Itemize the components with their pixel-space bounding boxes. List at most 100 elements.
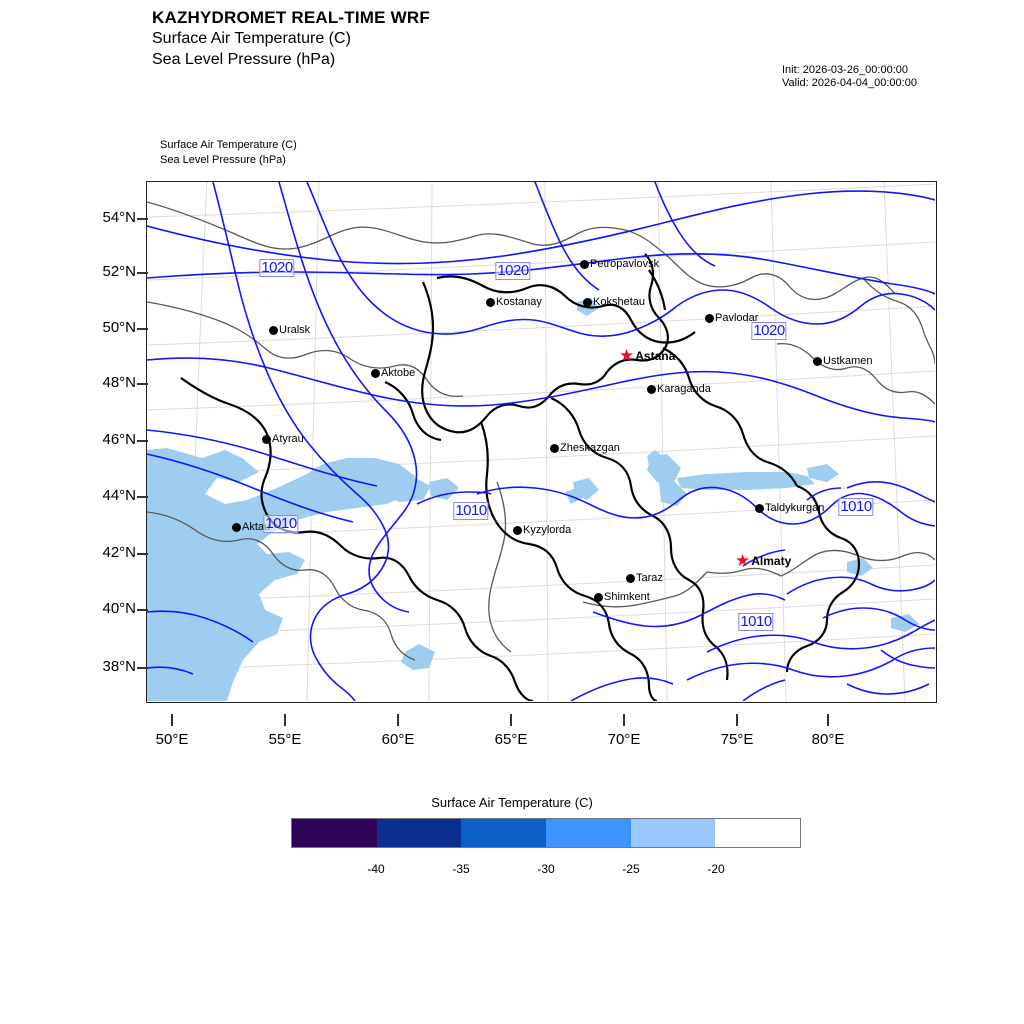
- valid-time-label: Valid: 2026-04-04_00:00:00: [782, 77, 917, 89]
- lat-tick-label: 52°N: [76, 263, 148, 280]
- city-dot-icon: [232, 523, 241, 532]
- city-label: Taraz: [636, 572, 663, 584]
- panel-caption-temp: Surface Air Temperature (C): [160, 139, 297, 151]
- city-marker: Shimkent: [594, 592, 650, 603]
- lat-tick-mark: [137, 440, 148, 442]
- city-marker: Taraz: [626, 573, 663, 584]
- lat-tick-label: 40°N: [76, 600, 148, 617]
- city-label: Karaganda: [657, 383, 711, 395]
- colorbar-tick: -35: [452, 862, 470, 876]
- city-label: Uralsk: [279, 324, 311, 336]
- city-dot-icon: [626, 574, 635, 583]
- city-marker: ★ Astana: [619, 347, 676, 364]
- lat-tick-label: 54°N: [76, 209, 148, 226]
- city-dot-icon: [647, 385, 656, 394]
- colorbar[interactable]: [291, 818, 801, 848]
- city-dot-icon: [371, 369, 380, 378]
- city-label: Ustkamen: [823, 355, 873, 367]
- colorbar-segment: [630, 819, 716, 847]
- colorbar-segment: [546, 819, 631, 847]
- city-marker: Pavlodar: [705, 313, 758, 324]
- isobar-contours: [147, 182, 935, 701]
- lat-tick-label: 44°N: [76, 487, 148, 504]
- lat-tick-label: 50°N: [76, 319, 148, 336]
- city-dot-icon: [580, 260, 589, 269]
- lat-tick-mark: [137, 383, 148, 385]
- city-marker: Kostanay: [486, 297, 542, 308]
- isobar-label: 1020: [751, 322, 787, 340]
- lon-tick-mark: [397, 714, 399, 726]
- lat-tick-label: 38°N: [76, 658, 148, 675]
- subtitle-press: Sea Level Pressure (hPa): [152, 51, 336, 68]
- isobar-label: 1020: [259, 259, 295, 277]
- city-label: Kostanay: [496, 296, 542, 308]
- city-marker: Ustkamen: [813, 356, 873, 367]
- city-label: Pavlodar: [715, 312, 759, 324]
- city-marker: Aktau: [232, 522, 270, 533]
- isobar-label: 1020: [495, 262, 531, 280]
- panel-caption: Surface Air Temperature (C) Sea Level Pr…: [160, 138, 297, 168]
- init-time-label: Init: 2026-03-26_00:00:00: [782, 64, 908, 76]
- city-dot-icon: [262, 435, 271, 444]
- colorbar-segment: [292, 819, 377, 847]
- colorbar-tick-labels: -40 -35 -30 -25 -20: [291, 862, 801, 878]
- city-dot-icon: [550, 444, 559, 453]
- model-run-times: Init: 2026-03-26_00:00:00 Valid: 2026-04…: [782, 64, 917, 90]
- lon-tick-label: 70°E: [589, 714, 659, 748]
- city-label: Aktau: [242, 521, 271, 533]
- city-dot-icon: [269, 326, 278, 335]
- title-block: KAZHYDROMET REAL-TIME WRF Surface Air Te…: [152, 8, 430, 70]
- colorbar-segment: [715, 819, 801, 847]
- lon-tick-mark: [827, 714, 829, 726]
- city-dot-icon: [486, 298, 495, 307]
- lat-tick-label: 48°N: [76, 374, 148, 391]
- city-dot-icon: [583, 298, 592, 307]
- lat-tick-mark: [137, 272, 148, 274]
- lat-tick-mark: [137, 328, 148, 330]
- colorbar-segment: [461, 819, 547, 847]
- lon-tick-mark: [623, 714, 625, 726]
- isobar-label: 1010: [738, 613, 774, 631]
- city-label: Kyzylorda: [523, 524, 572, 536]
- city-label: Shimkent: [604, 591, 650, 603]
- city-marker: Zheskazgan: [550, 443, 620, 454]
- city-label: Atyrau: [272, 433, 304, 445]
- lat-tick-label: 42°N: [76, 544, 148, 561]
- lon-tick-label: 75°E: [702, 714, 772, 748]
- city-label: Astana: [635, 348, 676, 363]
- lat-tick-mark: [137, 496, 148, 498]
- city-label: Aktobe: [381, 367, 416, 379]
- isobar-label: 1010: [263, 515, 299, 533]
- isobar-label: 1010: [453, 502, 489, 520]
- city-marker: Kyzylorda: [513, 525, 571, 536]
- lon-tick-label: 50°E: [137, 714, 207, 748]
- lon-tick-mark: [284, 714, 286, 726]
- capital-star-icon: ★: [735, 551, 751, 570]
- lon-tick-label: 55°E: [250, 714, 320, 748]
- city-marker: Uralsk: [269, 325, 310, 336]
- lat-tick-label: 46°N: [76, 431, 148, 448]
- lon-tick-mark: [736, 714, 738, 726]
- city-marker: Taldykurgan: [755, 503, 824, 514]
- city-label: Petropavlovsk: [590, 258, 660, 270]
- city-marker: ★ Almaty: [735, 551, 791, 570]
- lat-tick-mark: [137, 667, 148, 669]
- lon-tick-mark: [171, 714, 173, 726]
- water-bodies: [147, 298, 919, 701]
- country-borders: [147, 201, 935, 661]
- panel-caption-press: Sea Level Pressure (hPa): [160, 154, 286, 166]
- map-graphic: [147, 182, 935, 701]
- city-dot-icon: [755, 504, 764, 513]
- colorbar-tick: -20: [707, 862, 725, 876]
- city-marker: Karaganda: [647, 384, 711, 395]
- lat-tick-mark: [137, 218, 148, 220]
- lat-tick-mark: [137, 553, 148, 555]
- city-marker: Kokshetau: [583, 297, 645, 308]
- lon-tick-mark: [510, 714, 512, 726]
- city-marker: Petropavlovsk: [580, 259, 659, 270]
- lon-tick-label: 80°E: [793, 714, 863, 748]
- city-label: Taldykurgan: [765, 502, 825, 514]
- lat-tick-mark: [137, 609, 148, 611]
- city-dot-icon: [513, 526, 522, 535]
- map-plot-area[interactable]: Petropavlovsk Kostanay Kokshetau Pavlodar Ur…: [146, 181, 937, 703]
